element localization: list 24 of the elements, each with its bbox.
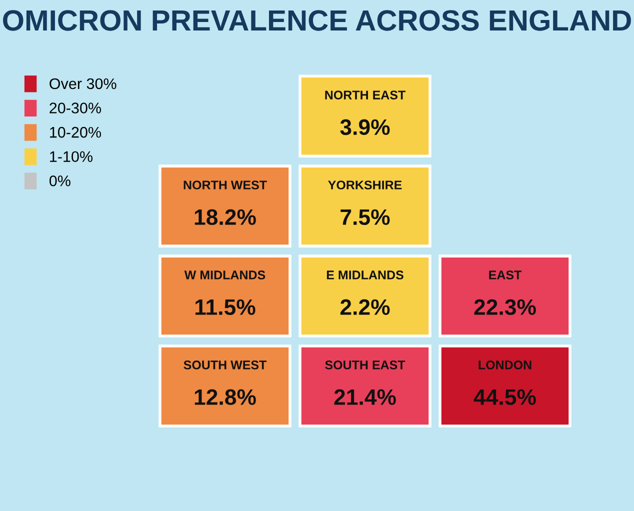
data-label: 3.9% bbox=[340, 119, 390, 136]
text: OMICRON PREVALENCE ACROSS ENGLAND bbox=[3, 10, 631, 31]
data-label: 12.8% bbox=[194, 389, 256, 405]
data-label: 21.4% bbox=[334, 389, 396, 405]
legend-label: 1-10% bbox=[50, 151, 93, 162]
legend-label: Over 30% bbox=[50, 78, 116, 90]
category-label: NORTH WEST bbox=[184, 180, 267, 190]
category-label: LONDON bbox=[478, 360, 532, 370]
data-label: 11.5% bbox=[196, 299, 256, 316]
legend-label: 20-30% bbox=[50, 102, 102, 114]
data-label: 2.2% bbox=[340, 299, 390, 315]
category-label: NORTH EAST bbox=[325, 90, 406, 100]
data-label: 7.5% bbox=[340, 209, 390, 226]
category-label: W MIDLANDS bbox=[184, 270, 266, 280]
category-label: SOUTH EAST bbox=[325, 360, 406, 370]
category-label: YORKSHIRE bbox=[328, 180, 402, 190]
legend-label: 10-20% bbox=[50, 126, 102, 138]
data-label: 44.5% bbox=[474, 389, 536, 405]
data-label: 18.2% bbox=[194, 209, 256, 226]
category-label: EAST bbox=[489, 270, 522, 280]
category-label: SOUTH WEST bbox=[184, 360, 267, 370]
data-label: 22.3% bbox=[474, 299, 536, 316]
category-label: E MIDLANDS bbox=[326, 270, 404, 280]
legend-label: 0% bbox=[49, 175, 70, 186]
